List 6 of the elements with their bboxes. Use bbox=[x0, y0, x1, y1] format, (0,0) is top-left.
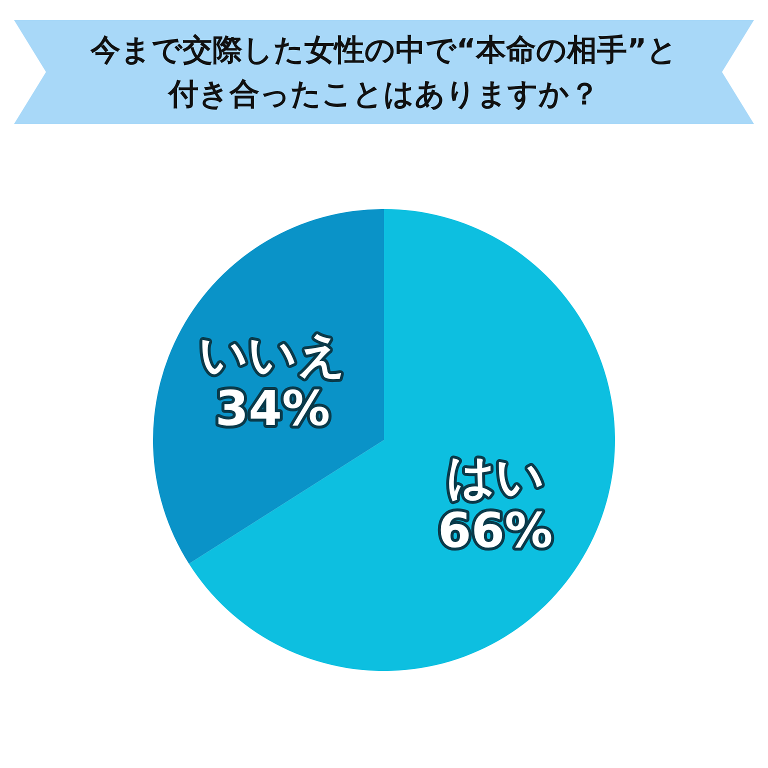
pie-slice bbox=[188, 209, 615, 671]
data-label: 66% bbox=[438, 503, 553, 560]
slice-label: いいえ bbox=[199, 326, 346, 383]
data-label: 34% bbox=[215, 380, 330, 437]
chart-title: 今まで交際した女性の中で“本命の相手”と付き合ったことはありますか？ bbox=[89, 33, 678, 112]
slice-label: はい bbox=[446, 449, 544, 506]
